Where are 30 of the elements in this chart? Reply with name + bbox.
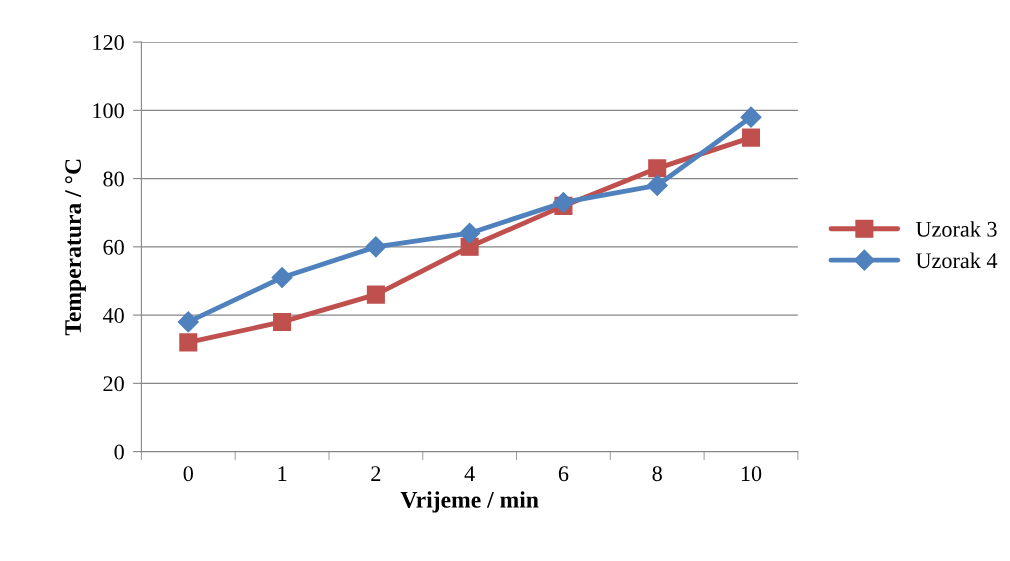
y-tick-label: 80: [103, 171, 124, 187]
point: [459, 222, 481, 244]
y-tick-label: 60: [103, 239, 124, 255]
point: [271, 267, 293, 289]
point: [177, 311, 199, 333]
x-axis-title: Vrijeme / min: [400, 491, 539, 513]
point: [366, 285, 385, 304]
x-tick-label: 2: [371, 466, 381, 481]
x-tick-label: 0: [183, 466, 193, 482]
y-tick-label: 40: [102, 308, 124, 324]
legend-label: Uzorak 4: [915, 252, 998, 269]
point: [646, 174, 668, 196]
x-tick-label: 4: [464, 466, 475, 481]
x-tick-label: 6: [558, 466, 569, 482]
y-tick-label: 100: [93, 103, 124, 119]
point: [740, 106, 762, 128]
point: [552, 191, 574, 213]
legend-label: Uzorak 3: [915, 221, 997, 237]
point: [741, 128, 761, 147]
x-tick-label: 10: [741, 466, 762, 482]
y-tick-label: 20: [103, 376, 124, 392]
point: [365, 236, 387, 258]
y-tick-label: 120: [93, 35, 124, 50]
x-tick-label: 8: [652, 466, 662, 482]
point: [179, 333, 198, 352]
y-tick-label: 0: [114, 444, 124, 460]
x-tick-label: 1: [278, 466, 287, 481]
y-axis-title: Temperatura / °C: [65, 159, 86, 336]
point: [273, 312, 292, 331]
point: [648, 159, 667, 178]
